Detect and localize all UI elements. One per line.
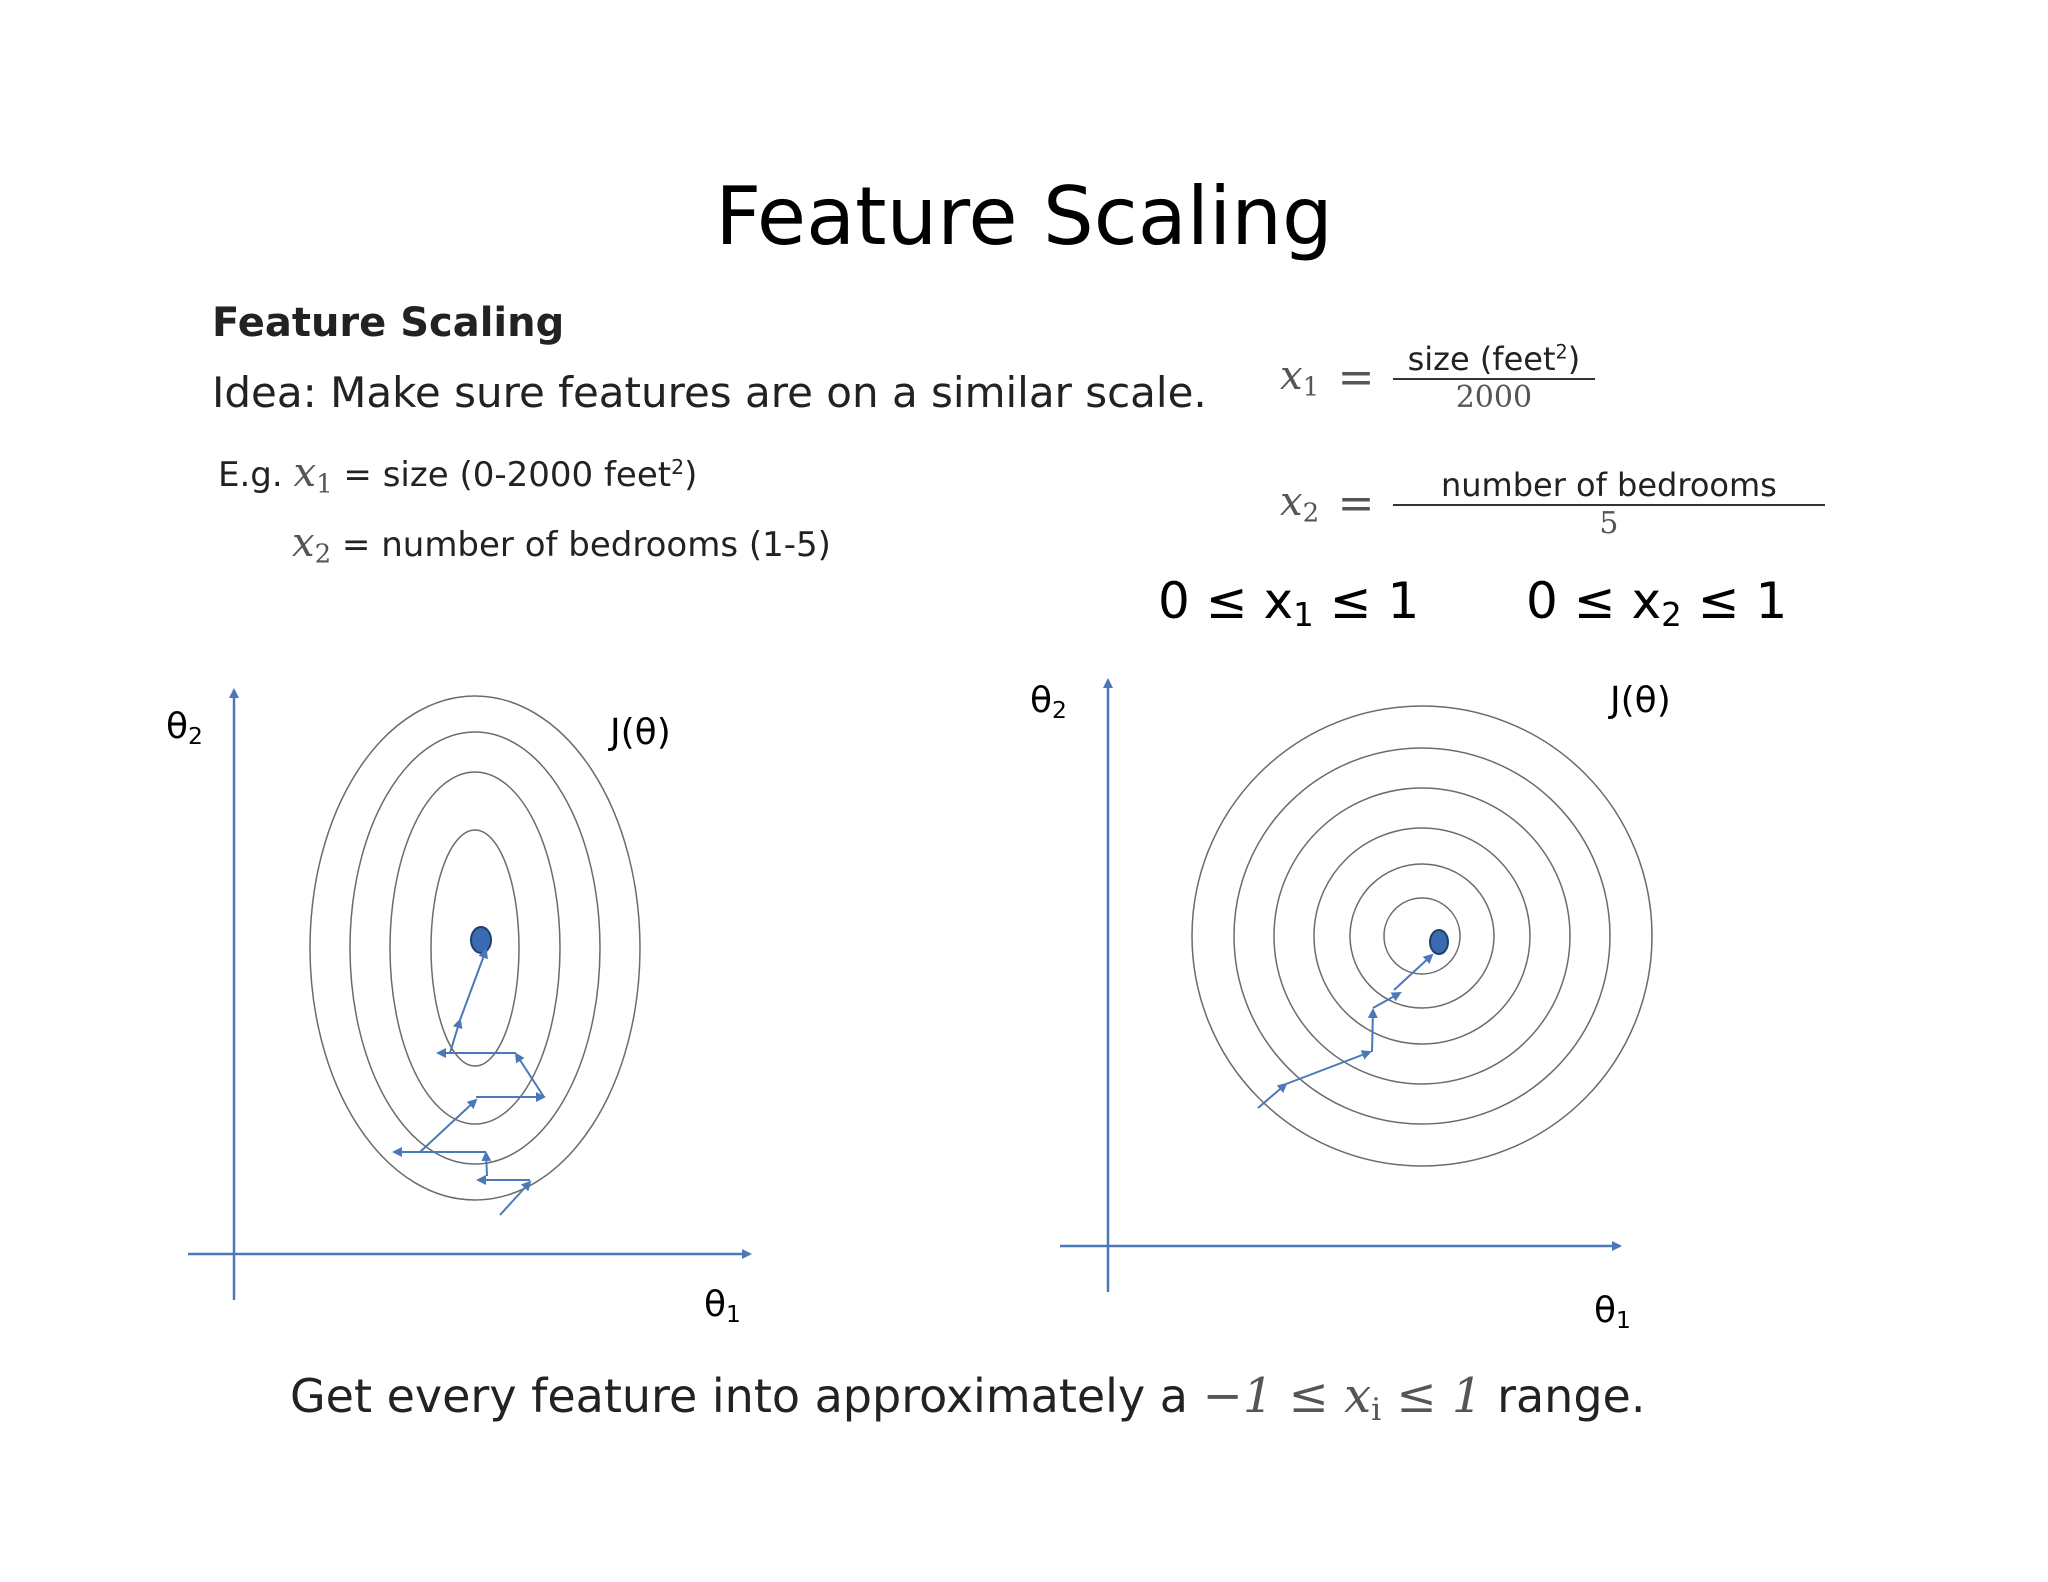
range-x2: 0 ≤ x2 ≤ 1 — [1526, 572, 1788, 635]
subheading: Feature Scaling — [212, 300, 565, 346]
right-step-1 — [1257, 1082, 1288, 1109]
left-contour-1 — [309, 695, 641, 1201]
bottom-caption: Get every feature into approximately a −… — [290, 1368, 1645, 1428]
formula-x1: x1 = size (feet2) 2000 — [1280, 340, 1595, 415]
formula-x1-variable: x1 — [1280, 352, 1320, 403]
x2-variable: x2 — [292, 520, 332, 570]
right-cost-label: J(θ) — [1610, 680, 1671, 721]
left-step-7 — [514, 1052, 545, 1098]
x2-description: = number of bedrooms (1-5) — [341, 525, 831, 565]
right-contour-4 — [1313, 827, 1531, 1045]
left-contour-3 — [389, 771, 561, 1125]
bottom-prefix: Get every feature into approximately a — [290, 1369, 1188, 1423]
right-x-axis-label: θ1 — [1594, 1290, 1631, 1334]
right-y-axis-label: θ2 — [1030, 680, 1067, 724]
right-gradient-path — [1257, 953, 1434, 1109]
left-x-axis-label: θ1 — [704, 1284, 741, 1328]
left-minimum-point — [470, 926, 492, 954]
x1-description: = size (0-2000 feet — [343, 455, 672, 495]
example-prefix: E.g. — [218, 455, 283, 495]
left-step-3 — [481, 1151, 492, 1177]
x1-variable: x1 — [293, 450, 333, 500]
right-step-5 — [1393, 953, 1434, 991]
left-axes — [188, 688, 752, 1300]
right-step-2 — [1285, 1050, 1372, 1085]
right-contour-2 — [1233, 747, 1611, 1125]
left-contours — [309, 695, 641, 1201]
formula-x1-fraction: size (feet2) 2000 — [1392, 340, 1595, 415]
example-x2: x2 = number of bedrooms (1-5) — [292, 520, 831, 570]
x1-superscript: 2 — [671, 454, 685, 479]
range-x1: 0 ≤ x1 ≤ 1 — [1158, 572, 1420, 635]
right-step-3 — [1367, 1008, 1378, 1053]
left-step-5 — [419, 1098, 478, 1153]
right-axes — [1060, 678, 1622, 1292]
idea-text: Idea: Make sure features are on a simila… — [212, 368, 1207, 417]
left-step-1 — [499, 1180, 532, 1216]
left-contour-4 — [430, 829, 520, 1067]
formula-x2-fraction: number of bedrooms 5 — [1392, 466, 1825, 541]
formula-x1-equals: = — [1337, 352, 1375, 403]
page-title: Feature Scaling — [715, 170, 1333, 263]
right-step-4 — [1372, 992, 1402, 1009]
right-contours — [1191, 705, 1653, 1167]
right-contour-5 — [1349, 863, 1495, 1009]
left-contour-2 — [349, 731, 601, 1165]
right-contour-6 — [1383, 897, 1461, 975]
formula-x2-equals: = — [1337, 478, 1375, 529]
left-step-10 — [459, 948, 488, 1021]
formula-x2: x2 = number of bedrooms 5 — [1280, 466, 1825, 541]
right-contour-1 — [1191, 705, 1653, 1167]
left-step-9 — [449, 1018, 463, 1054]
left-y-axis-label: θ2 — [166, 706, 203, 750]
formula-x2-variable: x2 — [1280, 478, 1320, 529]
right-minimum-point — [1429, 929, 1449, 955]
left-gradient-path — [392, 948, 546, 1216]
bottom-math: −1 ≤ xi ≤ 1 — [1202, 1368, 1483, 1428]
right-contour-3 — [1273, 787, 1571, 1085]
example-x1: E.g. x1 = size (0-2000 feet2) — [218, 450, 698, 500]
left-cost-label: J(θ) — [610, 712, 671, 753]
bottom-suffix: range. — [1497, 1369, 1646, 1423]
